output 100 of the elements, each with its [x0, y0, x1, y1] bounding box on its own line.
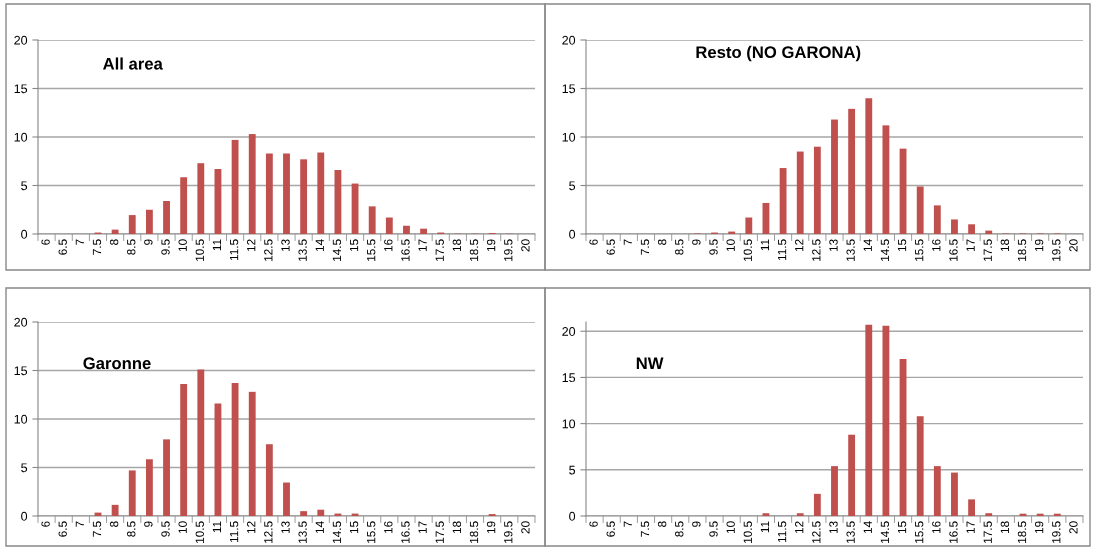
x-tick-label: 9.5: [709, 239, 718, 255]
bar: [933, 466, 941, 516]
bar: [968, 499, 976, 516]
x-tick-label: 16.5: [949, 239, 958, 261]
x-tick-label: 11: [760, 239, 769, 251]
bar: [882, 325, 890, 516]
x-tick-label: 9.5: [709, 521, 718, 537]
x-tick-label: 14.5: [880, 521, 890, 543]
x-tick-label: 9.5: [161, 239, 170, 255]
x-tick-label: 17: [418, 521, 427, 534]
bar: [848, 434, 856, 516]
bar: [145, 209, 153, 234]
bar: [163, 201, 170, 234]
x-tick-label: 16: [384, 521, 393, 534]
text: NW: [636, 357, 664, 369]
x-tick-label: 13: [281, 239, 290, 252]
x-tick-label: 6: [589, 239, 598, 245]
y-tick-label: 5: [569, 465, 576, 475]
bar: [403, 225, 410, 234]
x-tick-label: 18: [1000, 521, 1010, 534]
bar: [813, 146, 821, 234]
x-tick-label: 15.5: [915, 239, 924, 261]
x-tick-label: 19.5: [1052, 239, 1061, 261]
x-tick-label: 16: [384, 239, 393, 252]
bar: [231, 139, 239, 234]
x-tick-label: 8: [109, 521, 119, 527]
bar: [111, 504, 119, 516]
bar: [265, 444, 273, 516]
bar: [300, 511, 308, 516]
x-tick-label: 18.5: [469, 239, 479, 261]
y-tick-label: 10: [562, 132, 576, 142]
x-tick-label: 11: [760, 521, 769, 533]
bar: [951, 219, 958, 234]
bar: [111, 229, 119, 234]
x-tick-label: 7.5: [640, 239, 650, 255]
bar: [265, 153, 273, 234]
x-tick-label: 10.5: [195, 239, 204, 261]
bar: [197, 163, 205, 234]
x-tick-label: 8: [657, 239, 667, 245]
x-tick-label: 12: [247, 239, 256, 252]
bar: [163, 439, 170, 516]
x-tick-label: 19.5: [504, 521, 513, 543]
x-tick-label: 19: [486, 239, 496, 252]
bar: [831, 119, 838, 234]
x-tick-label: 11: [212, 521, 221, 533]
x-tick-label: 20: [1069, 521, 1078, 534]
x-tick-label: 16: [932, 521, 941, 534]
x-tick-label: 17: [418, 239, 427, 252]
x-tick-label: 13.5: [846, 521, 855, 543]
bar: [831, 466, 838, 516]
bar: [128, 470, 136, 516]
bar: [865, 98, 873, 234]
x-tick-label: 12.5: [264, 521, 273, 543]
x-tick-label: 16: [932, 239, 941, 252]
x-tick-label: 7: [623, 521, 632, 527]
x-tick-label: 16.5: [949, 521, 958, 543]
bar: [180, 384, 188, 516]
bar: [985, 230, 993, 234]
y-tick-label: 15: [14, 84, 28, 94]
x-tick-label: 17.5: [983, 239, 992, 261]
x-tick-label: 9: [144, 521, 153, 527]
x-tick-label: 8: [109, 239, 119, 245]
x-tick-label: 11.5: [230, 521, 239, 543]
bar: [317, 509, 325, 516]
x-tick-label: 8.5: [675, 239, 684, 255]
x-tick-label: 7: [623, 239, 632, 245]
x-tick-label: 10.5: [743, 239, 752, 261]
bar: [283, 482, 290, 516]
bar: [865, 324, 873, 516]
x-tick-label: 15: [349, 521, 359, 534]
x-tick-label: 17: [966, 239, 975, 252]
x-tick-label: 19: [1034, 239, 1044, 252]
y-tick-label: 20: [14, 35, 28, 45]
y-tick-label: 10: [14, 414, 28, 424]
bar: [248, 391, 256, 516]
x-tick-label: 18.5: [469, 521, 479, 543]
bar: [197, 369, 205, 516]
y-tick-label: 15: [562, 373, 576, 383]
bar: [745, 217, 753, 234]
x-tick-label: 15: [349, 239, 359, 252]
bar: [145, 459, 153, 516]
x-tick-label: 14: [863, 239, 872, 252]
x-tick-label: 9: [144, 239, 153, 245]
x-tick-label: 6: [41, 239, 50, 245]
x-tick-label: 6.5: [58, 239, 67, 255]
x-tick-label: 9: [692, 239, 701, 245]
bar: [180, 177, 188, 234]
x-tick-label: 7.5: [640, 521, 650, 537]
x-tick-label: 13.5: [298, 521, 307, 543]
y-tick-label: 20: [14, 317, 28, 327]
x-tick-label: 6.5: [606, 521, 615, 537]
y-tick-label: 5: [569, 181, 576, 191]
bar: [848, 108, 856, 234]
bar: [985, 513, 993, 516]
bar: [762, 513, 770, 516]
x-tick-label: 11: [212, 239, 221, 251]
chart-title: Resto (NO GARONA): [696, 45, 861, 62]
x-tick-label: 17.5: [435, 239, 444, 261]
x-tick-label: 12: [795, 239, 804, 252]
x-tick-label: 19.5: [1052, 521, 1061, 543]
